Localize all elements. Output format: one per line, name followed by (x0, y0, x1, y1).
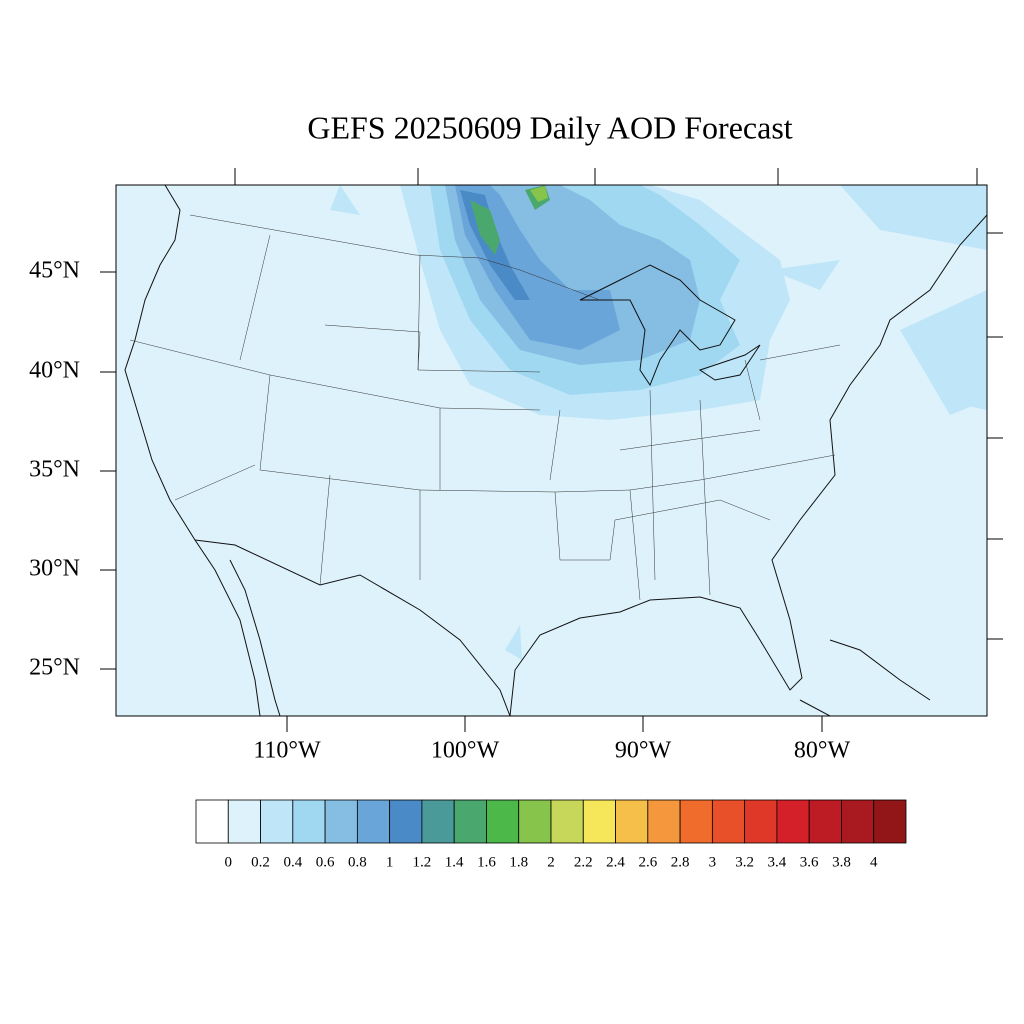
colorbar-tick-label: 3.8 (832, 854, 851, 870)
colorbar-tick-label: 1.2 (413, 854, 432, 870)
colorbar-box (518, 799, 552, 844)
frame-ticks (100, 168, 1003, 732)
colorbar-tick-label: 3 (709, 854, 717, 870)
colorbar-box (808, 799, 842, 844)
colorbar-box (744, 799, 778, 844)
state-borders (129, 214, 841, 601)
colorbar-tick-label: 2.8 (671, 854, 690, 870)
colorbar-tick-label: 2 (547, 854, 555, 870)
colorbar-tick-label: 3.2 (735, 854, 754, 870)
coastline (229, 559, 281, 716)
colorbar-box (711, 799, 746, 844)
colorbar-tick-label: 2.2 (574, 854, 593, 870)
colorbar-box (841, 799, 875, 844)
colorbar-tick-label: 0 (225, 854, 233, 870)
aod-plume (505, 625, 522, 660)
lat-label: 40°N (29, 358, 80, 384)
colorbar-box (873, 799, 907, 844)
title: GEFS 20250609 Daily AOD Forecast (307, 109, 792, 145)
colorbar-tick-label: 1.8 (509, 854, 528, 870)
colorbar-box (292, 799, 326, 844)
map-area (116, 185, 987, 716)
lat-label: 45°N (29, 258, 80, 284)
aod-plume (530, 186, 548, 202)
colorbar-tick-label: 1.6 (477, 854, 496, 870)
lon-label: 80°W (794, 738, 851, 764)
great-lakes (698, 344, 761, 381)
colorbar-tick-label: 0.6 (316, 854, 335, 870)
lon-label: 90°W (615, 738, 672, 764)
aod-plume (470, 185, 550, 255)
lon-label: 100°W (431, 738, 500, 764)
colorbar-tick-label: 0.8 (348, 854, 367, 870)
colorbar-box (776, 799, 810, 844)
lat-label: 35°N (29, 457, 80, 483)
colorbar-tick-label: 3.6 (800, 854, 819, 870)
coastline (194, 214, 987, 716)
colorbar-tick-label: 1 (386, 854, 394, 870)
colorbar-tick-label: 2.6 (638, 854, 657, 870)
colorbar-box (550, 799, 584, 844)
colorbar-box (647, 799, 681, 844)
colorbar-box (679, 799, 713, 844)
lat-label: 25°N (29, 655, 80, 681)
map-frame (115, 184, 988, 717)
aod-plume (770, 185, 987, 415)
colorbar-box (421, 799, 455, 844)
colorbar-box (324, 799, 358, 844)
colorbar-tick-label: 2.4 (606, 854, 625, 870)
colorbar-tick-label: 3.4 (768, 854, 787, 870)
aod-plume (455, 185, 620, 350)
colorbar-box (356, 799, 391, 844)
colorbar-tick-label: 1.4 (445, 854, 464, 870)
colorbar-box (389, 799, 423, 844)
coastline (124, 185, 261, 716)
colorbar-box (195, 799, 229, 844)
colorbar-box (453, 799, 487, 844)
colorbar-box (615, 799, 649, 844)
colorbar-tick-label: 0.2 (251, 854, 270, 870)
colorbar-box (486, 799, 520, 844)
lon-label: 110°W (253, 738, 321, 764)
colorbar-box (227, 799, 261, 844)
colorbar-box (582, 799, 616, 844)
colorbar-tick-label: 4 (870, 854, 878, 870)
lat-label: 30°N (29, 556, 80, 582)
islands (799, 639, 931, 716)
colorbar-box (260, 799, 294, 844)
great-lakes (579, 264, 736, 387)
colorbar-tick-label: 0.4 (283, 854, 302, 870)
